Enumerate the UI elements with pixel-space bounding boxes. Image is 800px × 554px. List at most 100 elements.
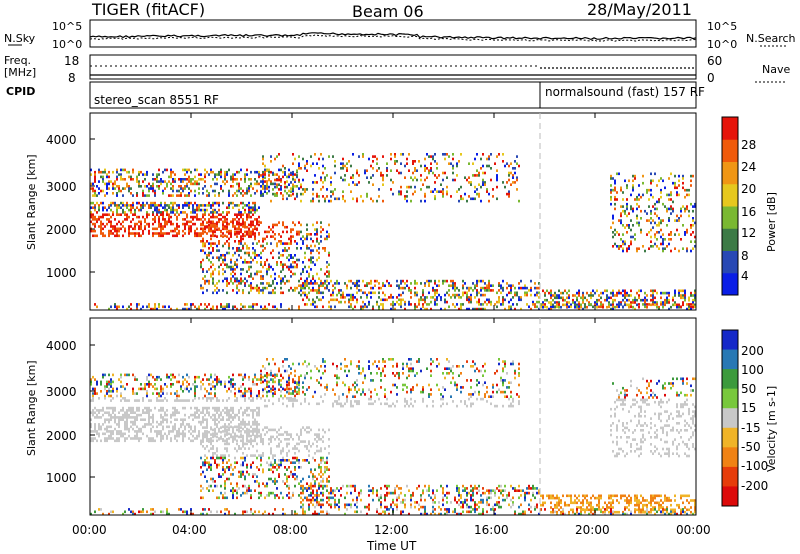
echo-cell <box>210 272 212 276</box>
echo-cell <box>286 380 288 384</box>
echo-cell <box>650 298 652 302</box>
echo-cell <box>252 416 254 419</box>
echo-cell <box>290 265 292 269</box>
echo-cell <box>204 218 206 221</box>
echo-cell <box>544 298 546 302</box>
echo-cell <box>234 456 236 460</box>
echo-cell <box>214 182 216 186</box>
echo-cell <box>160 413 162 417</box>
echo-cell <box>214 242 216 245</box>
echo-cell <box>442 178 444 182</box>
echo-cell <box>128 175 130 179</box>
echo-cell <box>322 296 324 299</box>
echo-cell <box>154 307 156 311</box>
echo-cell <box>244 430 246 434</box>
echo-cell <box>188 383 190 386</box>
echo-cell <box>614 198 616 201</box>
echo-cell <box>140 170 142 174</box>
echo-cell <box>638 296 640 300</box>
echo-cell <box>150 423 152 426</box>
echo-cell <box>106 173 108 176</box>
echo-cell <box>116 204 118 207</box>
echo-cell <box>162 406 164 410</box>
echo-cell <box>632 224 634 227</box>
echo-cell <box>646 233 648 236</box>
echo-cell <box>650 193 652 197</box>
echo-cell <box>238 208 240 212</box>
echo-cell <box>314 300 316 304</box>
echo-cell <box>626 298 628 302</box>
echo-cell <box>292 404 294 408</box>
echo-cell <box>404 176 406 179</box>
echo-cell <box>410 291 412 295</box>
echo-cell <box>274 272 276 276</box>
echo-cell <box>222 496 224 500</box>
echo-cell <box>660 177 662 180</box>
echo-cell <box>320 284 322 287</box>
echo-cell <box>96 194 98 197</box>
echo-cell <box>632 184 634 187</box>
echo-cell <box>242 442 244 446</box>
echo-cell <box>244 397 246 400</box>
echo-cell <box>262 249 264 252</box>
echo-cell <box>286 242 288 245</box>
echo-cell <box>198 413 200 417</box>
echo-cell <box>310 445 312 448</box>
echo-cell <box>96 416 98 419</box>
echo-cell <box>244 305 246 309</box>
echo-cell <box>306 160 308 163</box>
echo-cell <box>118 204 120 207</box>
echo-cell <box>452 167 454 170</box>
echo-cell <box>630 240 632 243</box>
echo-cell <box>252 229 254 233</box>
echo-cell <box>188 206 190 209</box>
echo-cell <box>676 305 678 309</box>
echo-cell <box>642 181 644 185</box>
echo-cell <box>298 164 300 168</box>
echo-cell <box>606 298 608 302</box>
echo-cell <box>324 468 326 471</box>
echo-cell <box>508 291 510 295</box>
echo-cell <box>246 466 248 469</box>
echo-cell <box>242 291 244 295</box>
echo-cell <box>278 438 280 441</box>
echo-cell <box>342 178 344 182</box>
echo-cell <box>652 301 654 304</box>
echo-cell <box>236 204 238 207</box>
echo-cell <box>222 258 224 262</box>
echo-cell <box>564 303 566 307</box>
echo-cell <box>104 439 106 443</box>
echo-cell <box>120 213 122 216</box>
echo-cell <box>278 466 280 469</box>
echo-cell <box>122 406 124 410</box>
echo-cell <box>276 445 278 448</box>
echo-cell <box>326 275 328 278</box>
echo-cell <box>230 229 232 233</box>
echo-cell <box>312 256 314 259</box>
echo-cell <box>630 235 632 239</box>
echo-cell <box>278 442 280 446</box>
echo-cell <box>394 155 396 158</box>
echo-cell <box>364 171 366 175</box>
echo-cell <box>286 256 288 259</box>
echo-cell <box>158 218 160 221</box>
echo-cell <box>234 251 236 255</box>
echo-cell <box>102 406 104 410</box>
echo-cell <box>266 242 268 245</box>
echo-cell <box>408 286 410 290</box>
echo-cell <box>128 416 130 419</box>
echo-cell <box>362 307 364 311</box>
echo-cell <box>246 390 248 393</box>
echo-cell <box>460 307 462 311</box>
echo-cell <box>276 463 278 467</box>
echo-cell <box>510 284 512 287</box>
echo-cell <box>202 409 204 412</box>
echo-cell <box>220 426 222 429</box>
echo-cell <box>246 215 248 219</box>
echo-cell <box>148 204 150 207</box>
echo-cell <box>294 484 296 488</box>
echo-cell <box>320 449 322 453</box>
echo-cell <box>252 303 254 306</box>
echo-cell <box>694 305 696 309</box>
echo-cell <box>282 263 284 266</box>
